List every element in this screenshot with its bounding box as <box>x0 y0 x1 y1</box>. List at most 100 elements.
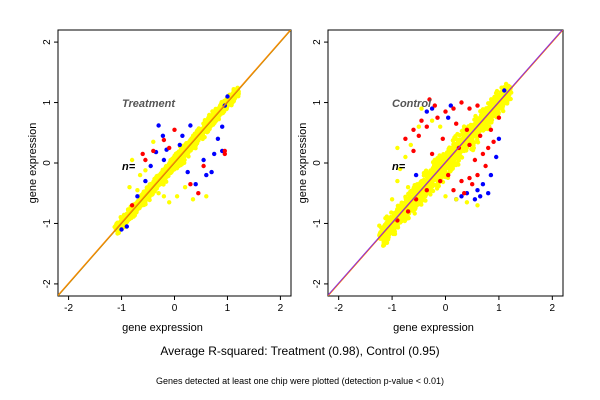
panel-title: Control <box>392 98 432 110</box>
reference-line <box>328 30 563 296</box>
cloud-point <box>500 104 505 110</box>
data-point <box>440 136 445 141</box>
data-point <box>411 127 416 132</box>
cloud-point <box>405 197 410 202</box>
cloud-point <box>470 147 476 153</box>
cloud-point <box>414 186 419 191</box>
cloud-point <box>409 190 414 195</box>
data-point <box>480 151 486 157</box>
r-squared-caption: Average R-squared: Treatment (0.98), Con… <box>160 344 440 358</box>
cloud-point <box>501 85 507 90</box>
data-point <box>177 142 182 148</box>
cloud-point <box>457 154 462 159</box>
cloud-point <box>505 101 510 106</box>
cloud-point <box>425 173 430 179</box>
data-point <box>427 97 432 102</box>
cloud-point <box>152 186 158 191</box>
data-point <box>225 94 230 99</box>
cloud-point <box>387 216 392 222</box>
data-point <box>129 157 135 163</box>
cloud-point <box>195 129 200 135</box>
n-label: n= <box>392 161 406 173</box>
cloud-point <box>478 109 483 114</box>
data-point <box>161 137 167 143</box>
x-tick-label: 1 <box>225 303 231 314</box>
cloud-point <box>453 155 459 160</box>
x-tick-label: 0 <box>172 303 178 314</box>
data-point <box>459 194 464 199</box>
cloud-point <box>123 220 128 225</box>
x-axis-title: gene expression <box>393 322 474 334</box>
cloud-point <box>163 165 169 170</box>
data-point <box>201 157 206 163</box>
axis-ticks: -2 -1 0 1 2 -2 -1 0 1 2 <box>42 39 284 314</box>
data-point <box>491 139 496 144</box>
data-point <box>395 178 400 184</box>
data-point <box>204 172 209 178</box>
cloud-point <box>232 96 237 101</box>
data-point <box>475 203 480 208</box>
data-point <box>483 121 488 126</box>
cloud-point <box>135 205 141 211</box>
cloud-point <box>409 206 414 211</box>
reference-line <box>58 30 291 296</box>
y-tick-label: 2 <box>42 39 53 45</box>
data-point <box>408 142 413 148</box>
cloud-point <box>203 119 208 124</box>
data-point <box>472 197 478 202</box>
data-point <box>161 194 167 199</box>
cloud-point <box>421 173 427 178</box>
x-tick-label: 2 <box>550 303 556 314</box>
data-point <box>424 188 429 193</box>
x-tick-label: 2 <box>278 303 284 314</box>
cloud-point <box>176 149 181 154</box>
data-point <box>446 115 451 120</box>
cloud-point <box>439 173 444 178</box>
n-label: n= <box>122 161 136 173</box>
data-point <box>496 136 502 141</box>
data-point <box>172 127 177 132</box>
data-point <box>438 178 443 184</box>
y-tick-label: 0 <box>42 160 53 166</box>
x-tick-label: -1 <box>117 303 126 314</box>
x-tick-label: 0 <box>443 303 449 314</box>
cloud-point <box>175 162 181 167</box>
panel-title: Treatment <box>122 98 176 110</box>
data-point <box>196 191 201 196</box>
cloud-point <box>450 138 456 143</box>
data-point <box>454 197 459 202</box>
data-point <box>416 133 421 138</box>
data-point <box>193 182 198 187</box>
cloud-point <box>207 113 212 118</box>
data-point <box>483 163 488 169</box>
control-panel: Control n= -2 -1 0 1 2 -2 -1 0 1 2 gene expression ge… <box>297 29 564 334</box>
data-point <box>496 115 502 120</box>
data-point <box>451 188 456 193</box>
y-tick-label: -2 <box>312 279 323 288</box>
y-tick-label: -2 <box>42 279 53 288</box>
y-tick-label: -1 <box>42 219 53 228</box>
cloud-point <box>475 140 481 145</box>
data-point <box>143 157 148 163</box>
data-point <box>464 200 470 205</box>
data-point <box>209 169 214 175</box>
cloud-point <box>460 128 466 133</box>
cloud-point <box>162 176 167 181</box>
data-point <box>389 197 395 202</box>
data-point <box>443 109 448 114</box>
data-point <box>459 100 464 105</box>
data-point <box>135 188 140 193</box>
cloud-point <box>419 192 425 198</box>
cloud-point <box>468 139 473 144</box>
series-2 <box>389 106 488 208</box>
cloud-point <box>384 221 389 226</box>
data-point <box>137 172 143 178</box>
cloud-point <box>489 120 494 125</box>
data-point <box>397 166 403 172</box>
data-point <box>395 145 400 151</box>
data-point <box>140 151 145 157</box>
cloud-point <box>115 231 120 236</box>
y-tick-label: 0 <box>312 160 323 166</box>
data-point <box>188 123 193 128</box>
cloud-point <box>195 139 200 145</box>
